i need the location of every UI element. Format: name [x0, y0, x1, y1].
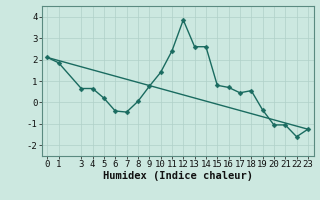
X-axis label: Humidex (Indice chaleur): Humidex (Indice chaleur)	[103, 171, 252, 181]
